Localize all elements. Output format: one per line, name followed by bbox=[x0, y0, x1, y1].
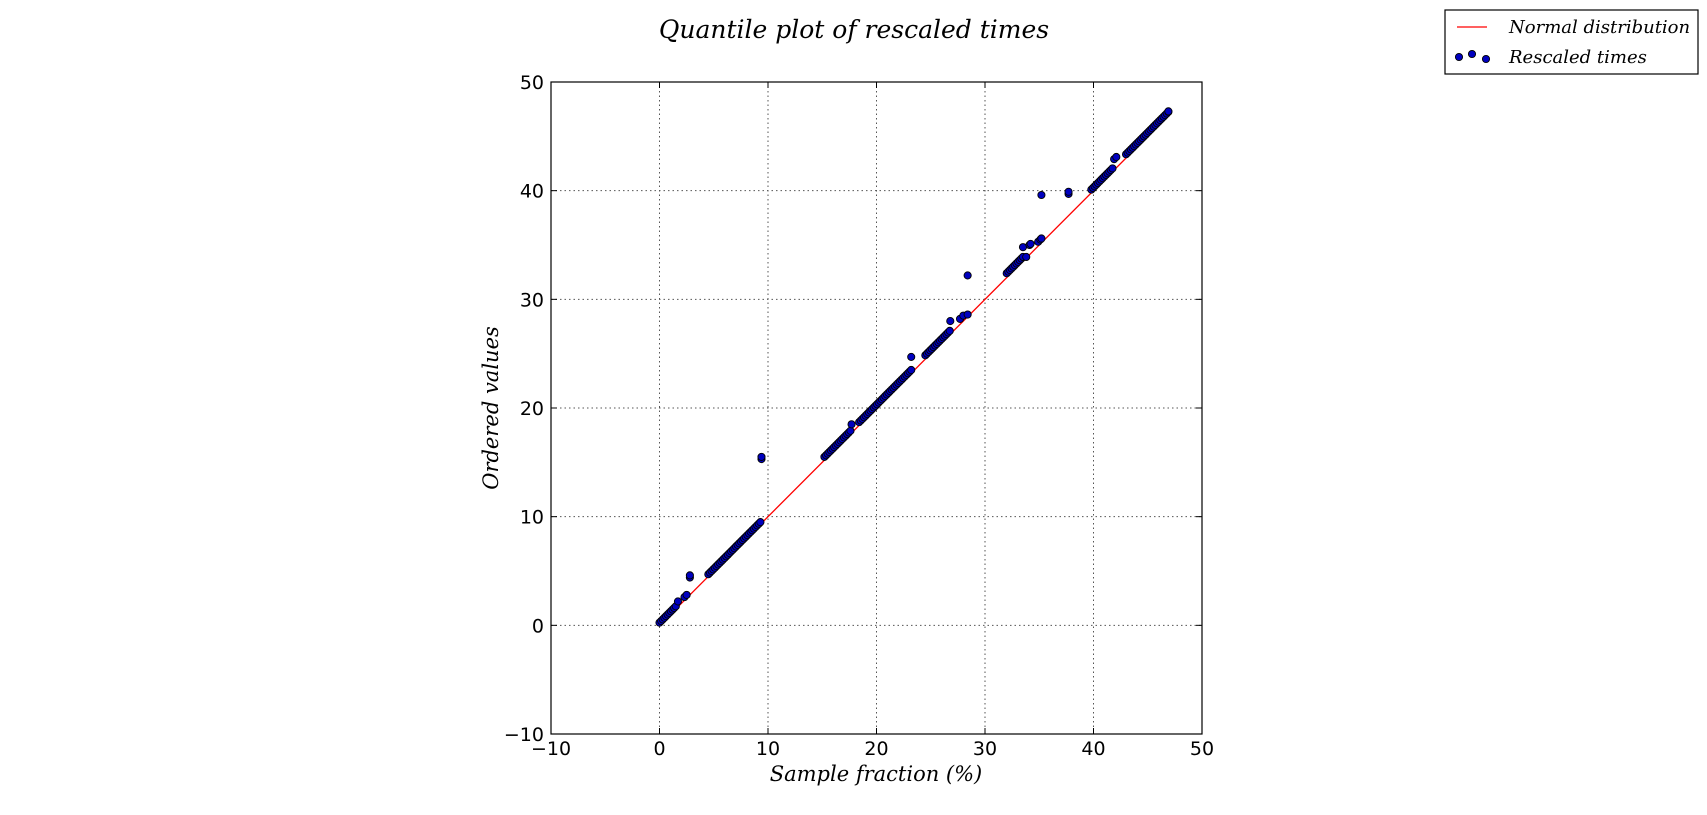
y-tick-label: 10 bbox=[520, 507, 544, 529]
data-point bbox=[682, 590, 691, 599]
x-tick-label: 30 bbox=[973, 738, 997, 760]
x-axis-label: Sample fraction (%) bbox=[770, 762, 983, 786]
data-point bbox=[1022, 252, 1031, 262]
y-tick-label: 20 bbox=[520, 398, 544, 420]
data-point bbox=[963, 271, 972, 280]
data-point bbox=[1026, 239, 1035, 248]
x-tick-label: 40 bbox=[1081, 738, 1105, 760]
legend-marker-dot bbox=[1467, 49, 1477, 59]
y-axis-label: Ordered values bbox=[479, 326, 503, 490]
data-point bbox=[685, 571, 694, 580]
gridlines bbox=[551, 82, 1202, 734]
data-point bbox=[945, 326, 954, 335]
data-point bbox=[1108, 164, 1117, 173]
y-tick-label: −10 bbox=[504, 724, 544, 746]
y-tick-label: 30 bbox=[520, 289, 544, 311]
x-tick-labels: −10 0 10 20 30 40 50 bbox=[531, 738, 1214, 760]
legend: Normal distribution Rescaled times bbox=[1444, 9, 1699, 75]
y-tick-label: 40 bbox=[520, 181, 544, 203]
x-tick-label: 20 bbox=[864, 738, 888, 760]
data-point bbox=[1037, 234, 1046, 243]
y-tick-label: 50 bbox=[520, 72, 544, 94]
legend-marker-dot bbox=[1454, 52, 1464, 62]
y-tick-labels: −10 0 10 20 30 40 50 bbox=[504, 72, 544, 746]
chart-title: Quantile plot of rescaled times bbox=[659, 15, 1049, 44]
data-point bbox=[846, 426, 855, 435]
legend-marker-dot bbox=[1481, 54, 1491, 64]
axis-ticks bbox=[550, 81, 1203, 735]
x-tick-label: 50 bbox=[1190, 738, 1214, 760]
data-point bbox=[673, 597, 682, 606]
rescaled-times-points bbox=[655, 107, 1173, 627]
data-point bbox=[756, 518, 765, 527]
data-point bbox=[1037, 190, 1046, 200]
data-point bbox=[1064, 187, 1073, 196]
legend-box bbox=[1444, 9, 1699, 75]
y-tick-label: 0 bbox=[532, 615, 544, 637]
x-tick-label: 10 bbox=[756, 738, 780, 760]
x-tick-label: −10 bbox=[531, 738, 571, 760]
data-point bbox=[1112, 152, 1121, 162]
data-point bbox=[757, 452, 766, 461]
legend-label-normal-distribution: Normal distribution bbox=[1508, 17, 1690, 38]
data-point bbox=[847, 420, 856, 429]
legend-marker-swatch bbox=[1454, 49, 1491, 64]
data-point bbox=[963, 310, 972, 319]
legend-label-rescaled-times: Rescaled times bbox=[1508, 47, 1647, 68]
data-point bbox=[907, 352, 916, 361]
data-point bbox=[1164, 107, 1173, 116]
data-point bbox=[907, 365, 916, 375]
data-point bbox=[946, 317, 955, 326]
x-tick-label: 0 bbox=[653, 738, 665, 760]
